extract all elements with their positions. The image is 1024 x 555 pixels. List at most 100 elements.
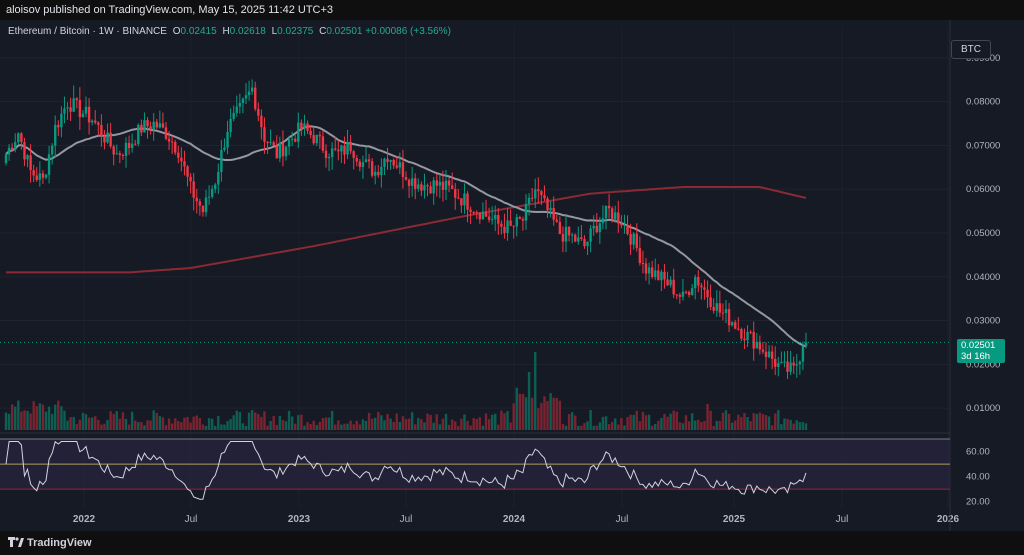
volume-bar [29,413,32,430]
volume-bar [189,422,192,430]
candle-body [318,134,322,137]
candle-body [127,142,131,149]
candle-body [94,120,97,123]
volume-bar [257,413,260,430]
volume-bar [269,421,272,430]
candle-body [118,153,122,155]
candle-body [672,279,675,295]
currency-button[interactable]: BTC [951,40,991,59]
volume-bar [204,425,208,430]
candle-body [423,185,426,191]
volume-bar [383,420,386,430]
candle-body [377,171,380,176]
volume-bar [450,419,454,430]
candle-body [389,160,392,162]
candle-body [189,176,192,182]
candle-body [297,122,300,142]
candle-body [281,142,285,157]
candle-body [761,349,765,352]
volume-bar [718,420,722,430]
candle-body [774,358,777,367]
volume-bar [161,417,165,430]
tradingview-brand[interactable]: TradingView [27,537,92,549]
candle-body [610,208,614,220]
candle-body [780,361,783,364]
candle-body [687,291,691,295]
candle-body [706,289,709,298]
candle-body [223,147,226,150]
volume-bar [124,418,128,430]
volume-bar [792,423,795,430]
candle-body [534,189,537,199]
candle-body [306,123,309,131]
candle-body [703,287,706,290]
candle-body [195,197,198,202]
volume-bar [238,412,242,430]
volume-bar [527,372,531,430]
candle-body [337,149,340,152]
volume-bar [23,410,26,430]
volume-bar [386,414,389,430]
candle-body [524,204,528,221]
bar-countdown: 3d 16h [961,351,991,362]
volume-bar [570,412,574,430]
price-tick-label: 0.02000 [966,359,1000,370]
candle-body [635,233,638,249]
volume-bar [127,424,131,430]
candle-body [690,288,694,295]
volume-bar [669,413,672,430]
volume-bar [567,414,571,430]
volume-bar [518,393,522,430]
candle-body [749,331,752,333]
volume-bar [777,410,780,430]
open-value: 0.02415 [180,26,217,37]
candle-body [60,113,63,128]
volume-bar [712,425,715,430]
volume-bar [512,403,515,430]
candle-body [327,156,331,159]
price-tick-label: 0.05000 [966,228,1000,239]
volume-bar [623,425,626,430]
candle-body [10,147,14,150]
volume-bar [158,416,162,430]
rsi-tick-label: 60.00 [966,447,990,458]
volume-bar [134,420,137,430]
candle-body [694,277,697,289]
rsi-tick-label: 40.00 [966,472,990,483]
candle-body [740,329,743,339]
candle-body [201,205,205,213]
candle-body [226,131,229,148]
candle-body [435,180,438,186]
candle-body [537,189,540,192]
volume-bar [7,413,11,430]
volume-bar [275,424,278,430]
volume-bar [38,403,42,430]
volume-bar [303,425,306,430]
candle-body [330,148,334,157]
volume-bar [555,397,558,430]
candle-body [210,189,214,197]
price-chart[interactable]: 0.090000.080000.070000.060000.050000.040… [0,20,1024,531]
volume-bar [786,418,789,430]
candle-body [361,162,365,167]
candle-body [432,180,435,194]
volume-bar [770,425,774,430]
volume-bar [183,417,186,430]
candle-body [250,87,254,92]
candle-body [509,220,512,226]
candle-body [54,124,57,146]
candle-body [367,159,371,162]
volume-bar [774,413,777,430]
volume-bar [97,419,100,430]
candle-body [414,178,417,189]
candle-body [214,184,217,190]
volume-bar [294,423,297,430]
price-tick-label: 0.03000 [966,316,1000,327]
volume-bar [660,417,663,430]
volume-bar [180,422,183,430]
volume-bar [447,424,451,430]
candle-body [552,208,555,220]
chart-area[interactable]: 0.090000.080000.070000.060000.050000.040… [0,20,1024,531]
tradingview-logo-icon[interactable] [8,537,24,549]
candle-body [647,267,651,274]
